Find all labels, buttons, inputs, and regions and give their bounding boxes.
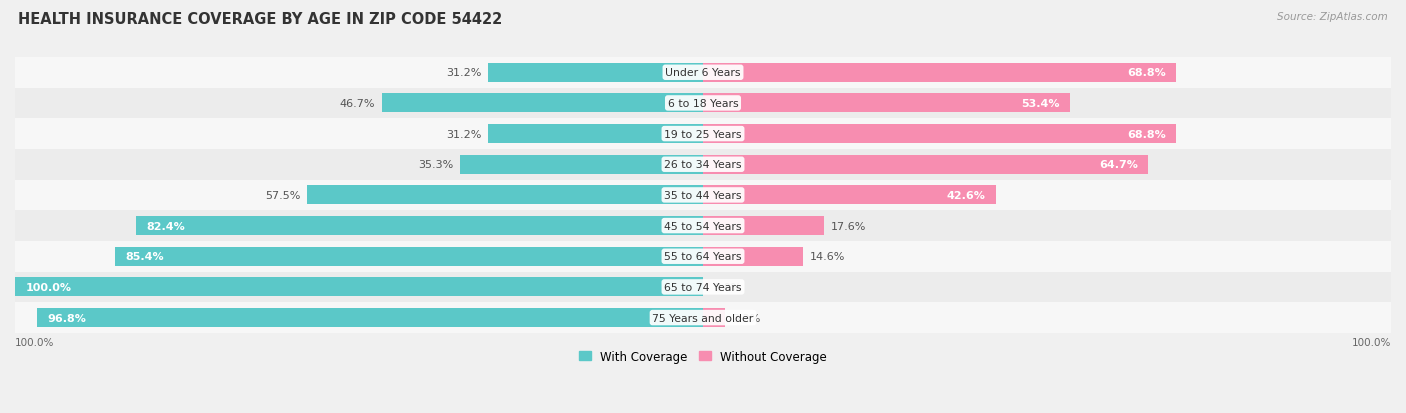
Text: 35.3%: 35.3% (418, 160, 453, 170)
Text: 85.4%: 85.4% (125, 252, 165, 261)
Bar (703, 309, 725, 327)
Text: 82.4%: 82.4% (146, 221, 186, 231)
Text: 46.7%: 46.7% (339, 99, 375, 109)
Bar (15, 272, 1391, 302)
Bar (703, 247, 803, 266)
Bar (15, 119, 1391, 150)
Bar (488, 64, 703, 83)
Text: 53.4%: 53.4% (1022, 99, 1060, 109)
Bar (308, 186, 703, 205)
Bar (703, 216, 824, 235)
Text: 57.5%: 57.5% (266, 190, 301, 200)
Text: 19 to 25 Years: 19 to 25 Years (664, 129, 742, 139)
Bar (15, 241, 1391, 272)
Text: 100.0%: 100.0% (25, 282, 72, 292)
Bar (381, 94, 703, 113)
Bar (15, 58, 1391, 88)
Legend: With Coverage, Without Coverage: With Coverage, Without Coverage (574, 345, 832, 368)
Text: 75 Years and older: 75 Years and older (652, 313, 754, 323)
Text: 68.8%: 68.8% (1128, 129, 1166, 139)
Text: 100.0%: 100.0% (15, 337, 55, 347)
Text: 64.7%: 64.7% (1099, 160, 1137, 170)
Bar (460, 155, 703, 174)
Text: 55 to 64 Years: 55 to 64 Years (664, 252, 742, 261)
Text: 14.6%: 14.6% (810, 252, 845, 261)
Bar (488, 125, 703, 144)
Bar (136, 216, 703, 235)
Bar (15, 302, 1391, 333)
Bar (15, 211, 1391, 241)
Bar (15, 88, 1391, 119)
Bar (115, 247, 703, 266)
Bar (703, 186, 995, 205)
Bar (15, 150, 1391, 180)
Text: 3.2%: 3.2% (733, 313, 761, 323)
Bar (703, 125, 1177, 144)
Text: 65 to 74 Years: 65 to 74 Years (664, 282, 742, 292)
Text: 42.6%: 42.6% (946, 190, 986, 200)
Text: 0.0%: 0.0% (713, 282, 741, 292)
Text: 68.8%: 68.8% (1128, 68, 1166, 78)
Text: 26 to 34 Years: 26 to 34 Years (664, 160, 742, 170)
Bar (15, 278, 703, 297)
Bar (703, 155, 1149, 174)
Text: 100.0%: 100.0% (1351, 337, 1391, 347)
Bar (703, 64, 1177, 83)
Text: HEALTH INSURANCE COVERAGE BY AGE IN ZIP CODE 54422: HEALTH INSURANCE COVERAGE BY AGE IN ZIP … (18, 12, 502, 27)
Bar (37, 309, 703, 327)
Bar (703, 94, 1070, 113)
Text: 45 to 54 Years: 45 to 54 Years (664, 221, 742, 231)
Text: 96.8%: 96.8% (48, 313, 86, 323)
Text: 17.6%: 17.6% (831, 221, 866, 231)
Text: Source: ZipAtlas.com: Source: ZipAtlas.com (1277, 12, 1388, 22)
Text: Under 6 Years: Under 6 Years (665, 68, 741, 78)
Text: 31.2%: 31.2% (446, 68, 481, 78)
Text: 6 to 18 Years: 6 to 18 Years (668, 99, 738, 109)
Text: 35 to 44 Years: 35 to 44 Years (664, 190, 742, 200)
Bar (15, 180, 1391, 211)
Text: 31.2%: 31.2% (446, 129, 481, 139)
